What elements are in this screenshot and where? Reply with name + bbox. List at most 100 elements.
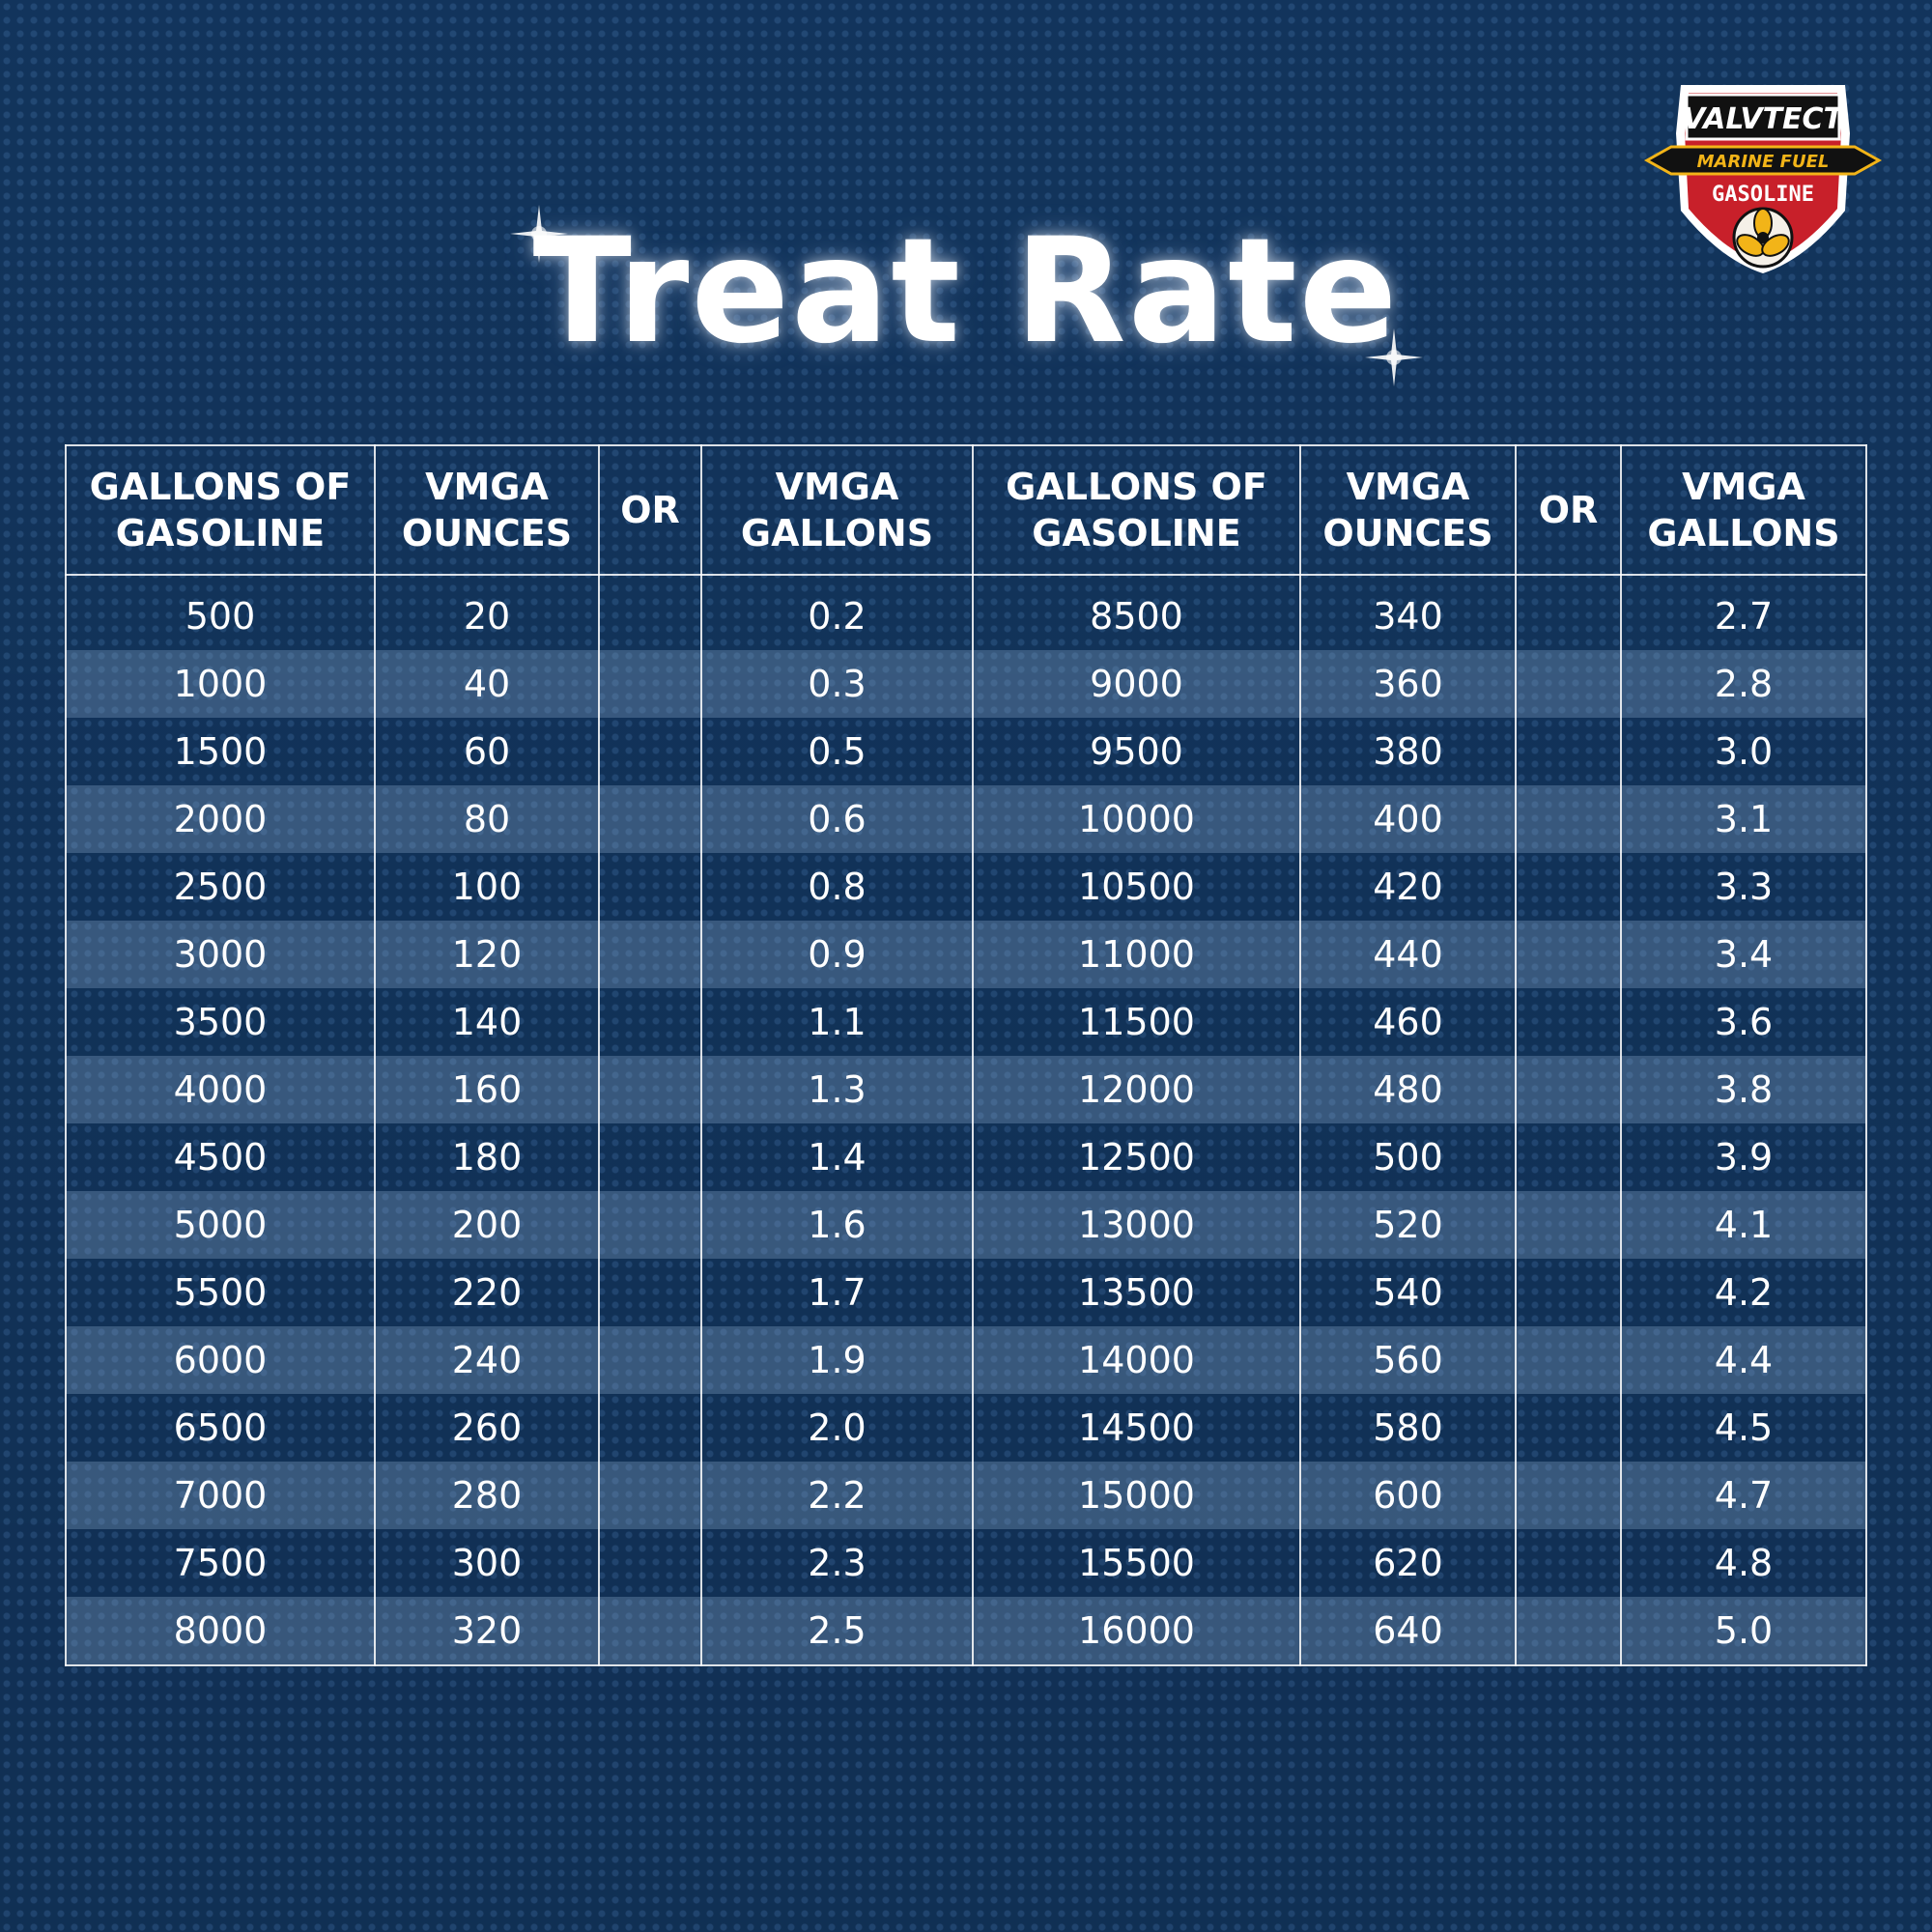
table-cell: 380: [1299, 718, 1517, 785]
table-cell: 480: [1299, 1056, 1517, 1123]
table-cell: [598, 785, 702, 853]
table-cell: 560: [1299, 1326, 1517, 1394]
table-cell: 1.1: [700, 988, 974, 1056]
table-cell: 14000: [972, 1326, 1301, 1394]
table-cell: 3.1: [1620, 785, 1867, 853]
table-cell: 1.4: [700, 1123, 974, 1191]
column-header: GALLONS OF GASOLINE: [65, 444, 376, 576]
table-cell: [1515, 1056, 1622, 1123]
table-cell: 80: [374, 785, 600, 853]
table-cell: 13500: [972, 1259, 1301, 1326]
table-cell: [1515, 1191, 1622, 1259]
table-cell: 420: [1299, 853, 1517, 921]
table-cell: 2.7: [1620, 575, 1867, 650]
table-cell: 16000: [972, 1597, 1301, 1666]
table-cell: [1515, 921, 1622, 988]
table-cell: 2000: [65, 785, 376, 853]
table-cell: 640: [1299, 1597, 1517, 1666]
table-cell: 320: [374, 1597, 600, 1666]
table-cell: 8000: [65, 1597, 376, 1666]
table-cell: [1515, 1123, 1622, 1191]
table-row: 7000 280 2.2 15000 600 4.7: [65, 1462, 1867, 1529]
table-row: 5500 220 1.7 13500 540 4.2: [65, 1259, 1867, 1326]
table-cell: 2.5: [700, 1597, 974, 1666]
table-cell: 460: [1299, 988, 1517, 1056]
table-cell: [598, 1597, 702, 1666]
column-header: VMGA OUNCES: [374, 444, 600, 576]
table-cell: 5500: [65, 1259, 376, 1326]
table-cell: 600: [1299, 1462, 1517, 1529]
table-cell: 3000: [65, 921, 376, 988]
table-row: 2500 100 0.8 10500 420 3.3: [65, 853, 1867, 921]
table-cell: [1515, 853, 1622, 921]
table-cell: 340: [1299, 575, 1517, 650]
table-cell: 40: [374, 650, 600, 718]
table-row: 1500 60 0.5 9500 380 3.0: [65, 718, 1867, 785]
table-cell: 8500: [972, 575, 1301, 650]
table-cell: 160: [374, 1056, 600, 1123]
table-cell: [1515, 1326, 1622, 1394]
table-cell: 200: [374, 1191, 600, 1259]
column-header: VMGA OUNCES: [1299, 444, 1517, 576]
table-cell: 2.2: [700, 1462, 974, 1529]
table-cell: [598, 575, 702, 650]
table-cell: 4.5: [1620, 1394, 1867, 1462]
table-cell: 0.5: [700, 718, 974, 785]
table-cell: 2.8: [1620, 650, 1867, 718]
table-cell: 13000: [972, 1191, 1301, 1259]
treat-rate-table: GALLONS OF GASOLINE VMGA OUNCES OR VMGA …: [65, 444, 1867, 1666]
table-row: 4500 180 1.4 12500 500 3.9: [65, 1123, 1867, 1191]
column-header: GALLONS OF GASOLINE: [972, 444, 1301, 576]
table-cell: 12500: [972, 1123, 1301, 1191]
table-cell: 11500: [972, 988, 1301, 1056]
table-cell: 540: [1299, 1259, 1517, 1326]
table-cell: 440: [1299, 921, 1517, 988]
table-row: 1000 40 0.3 9000 360 2.8: [65, 650, 1867, 718]
table-cell: [598, 718, 702, 785]
table-cell: 3.8: [1620, 1056, 1867, 1123]
table-cell: 220: [374, 1259, 600, 1326]
table-cell: 1500: [65, 718, 376, 785]
table-cell: 4.4: [1620, 1326, 1867, 1394]
table-cell: 400: [1299, 785, 1517, 853]
logo-brand-text: VALVTECT: [1683, 102, 1846, 136]
table-cell: 360: [1299, 650, 1517, 718]
column-header: OR: [598, 444, 702, 576]
table-cell: 60: [374, 718, 600, 785]
column-header: VMGA GALLONS: [1620, 444, 1867, 576]
table-cell: 7000: [65, 1462, 376, 1529]
table-row: 500 20 0.2 8500 340 2.7: [65, 575, 1867, 650]
table-cell: 240: [374, 1326, 600, 1394]
table-cell: [598, 1394, 702, 1462]
table-cell: 20: [374, 575, 600, 650]
table-cell: 3.0: [1620, 718, 1867, 785]
table-cell: 2.0: [700, 1394, 974, 1462]
table-cell: 500: [65, 575, 376, 650]
table-row: 2000 80 0.6 10000 400 3.1: [65, 785, 1867, 853]
table-cell: [598, 1259, 702, 1326]
table-cell: 5000: [65, 1191, 376, 1259]
table-cell: 3.6: [1620, 988, 1867, 1056]
page-title: Treat Rate: [532, 208, 1400, 376]
table-row: 5000 200 1.6 13000 520 4.1: [65, 1191, 1867, 1259]
table-header-row: GALLONS OF GASOLINE VMGA OUNCES OR VMGA …: [65, 444, 1867, 576]
table-cell: [1515, 988, 1622, 1056]
table-cell: 3500: [65, 988, 376, 1056]
table-cell: [1515, 1529, 1622, 1597]
table-cell: [1515, 1462, 1622, 1529]
table-cell: 0.3: [700, 650, 974, 718]
table-cell: 15000: [972, 1462, 1301, 1529]
table-row: 6000 240 1.9 14000 560 4.4: [65, 1326, 1867, 1394]
table-cell: [598, 988, 702, 1056]
table-cell: 15500: [972, 1529, 1301, 1597]
table-row: 6500 260 2.0 14500 580 4.5: [65, 1394, 1867, 1462]
table-cell: 1.6: [700, 1191, 974, 1259]
table-cell: 280: [374, 1462, 600, 1529]
table-cell: [598, 1123, 702, 1191]
table-cell: 1.3: [700, 1056, 974, 1123]
column-header: OR: [1515, 444, 1622, 576]
table-cell: [1515, 650, 1622, 718]
table-cell: [1515, 718, 1622, 785]
table-cell: 11000: [972, 921, 1301, 988]
table-cell: 4.2: [1620, 1259, 1867, 1326]
